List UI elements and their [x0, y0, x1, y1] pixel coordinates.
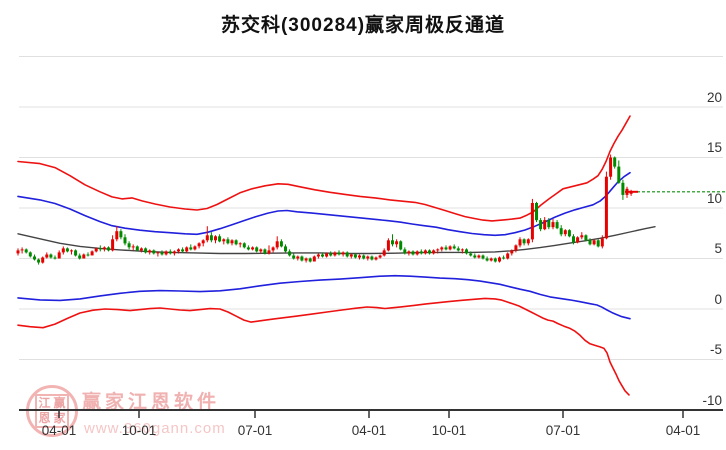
- x-axis-label-0: 04-01: [41, 423, 77, 438]
- seal-char: 恩: [38, 411, 51, 425]
- y-axis-label-15: 15: [706, 140, 722, 155]
- x-axis-label-2: 07-01: [237, 423, 273, 438]
- candles-group: [16, 154, 633, 265]
- x-axis-label-3: 04-01: [351, 423, 387, 438]
- seal-char: 赢: [53, 396, 66, 410]
- watermark-url-text: www.360gann.com: [84, 420, 226, 437]
- y-axis-label-neg10: -10: [702, 393, 722, 408]
- y-axis-label-neg5: -5: [709, 342, 722, 357]
- channel-lines-group: [17, 115, 656, 396]
- seal-char: 江: [38, 396, 51, 410]
- x-axis-label-5: 07-01: [545, 423, 581, 438]
- watermark-brand-text: 赢家江恩软件: [82, 392, 221, 413]
- chart-title: 苏交科(300284)赢家周极反通道: [220, 15, 506, 36]
- x-axis-group: [19, 409, 723, 418]
- y-axis-label-0: 0: [714, 292, 722, 307]
- x-axis-label-4: 10-01: [431, 423, 467, 438]
- y-axis-label-5: 5: [714, 241, 722, 256]
- x-axis-label-1: 10-01: [121, 423, 157, 438]
- x-axis-label-6: 04-01: [665, 423, 701, 438]
- y-axis-label-10: 10: [706, 191, 722, 206]
- y-axis-label-20: 20: [706, 90, 722, 105]
